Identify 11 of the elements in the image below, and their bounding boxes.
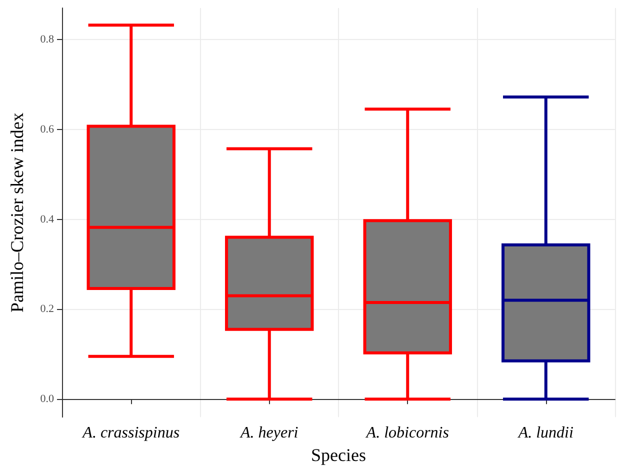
x-tick-label: A. heyeri (240, 424, 298, 442)
x-tick-label: A. lundii (517, 424, 574, 442)
y-tick-label: 0.0 (40, 393, 54, 406)
y-tick-label: 0.6 (40, 123, 54, 136)
x-tick-label: A. crassispinus (82, 424, 180, 442)
y-tick-label: 0.4 (40, 213, 54, 226)
x-axis-title: Species (311, 445, 366, 465)
y-tick-label: 0.2 (40, 303, 54, 316)
y-tick-label: 0.8 (40, 33, 54, 46)
x-tick-label: A. lobicornis (365, 424, 449, 442)
y-axis-title: Pamilo–Crozier skew index (7, 112, 27, 313)
